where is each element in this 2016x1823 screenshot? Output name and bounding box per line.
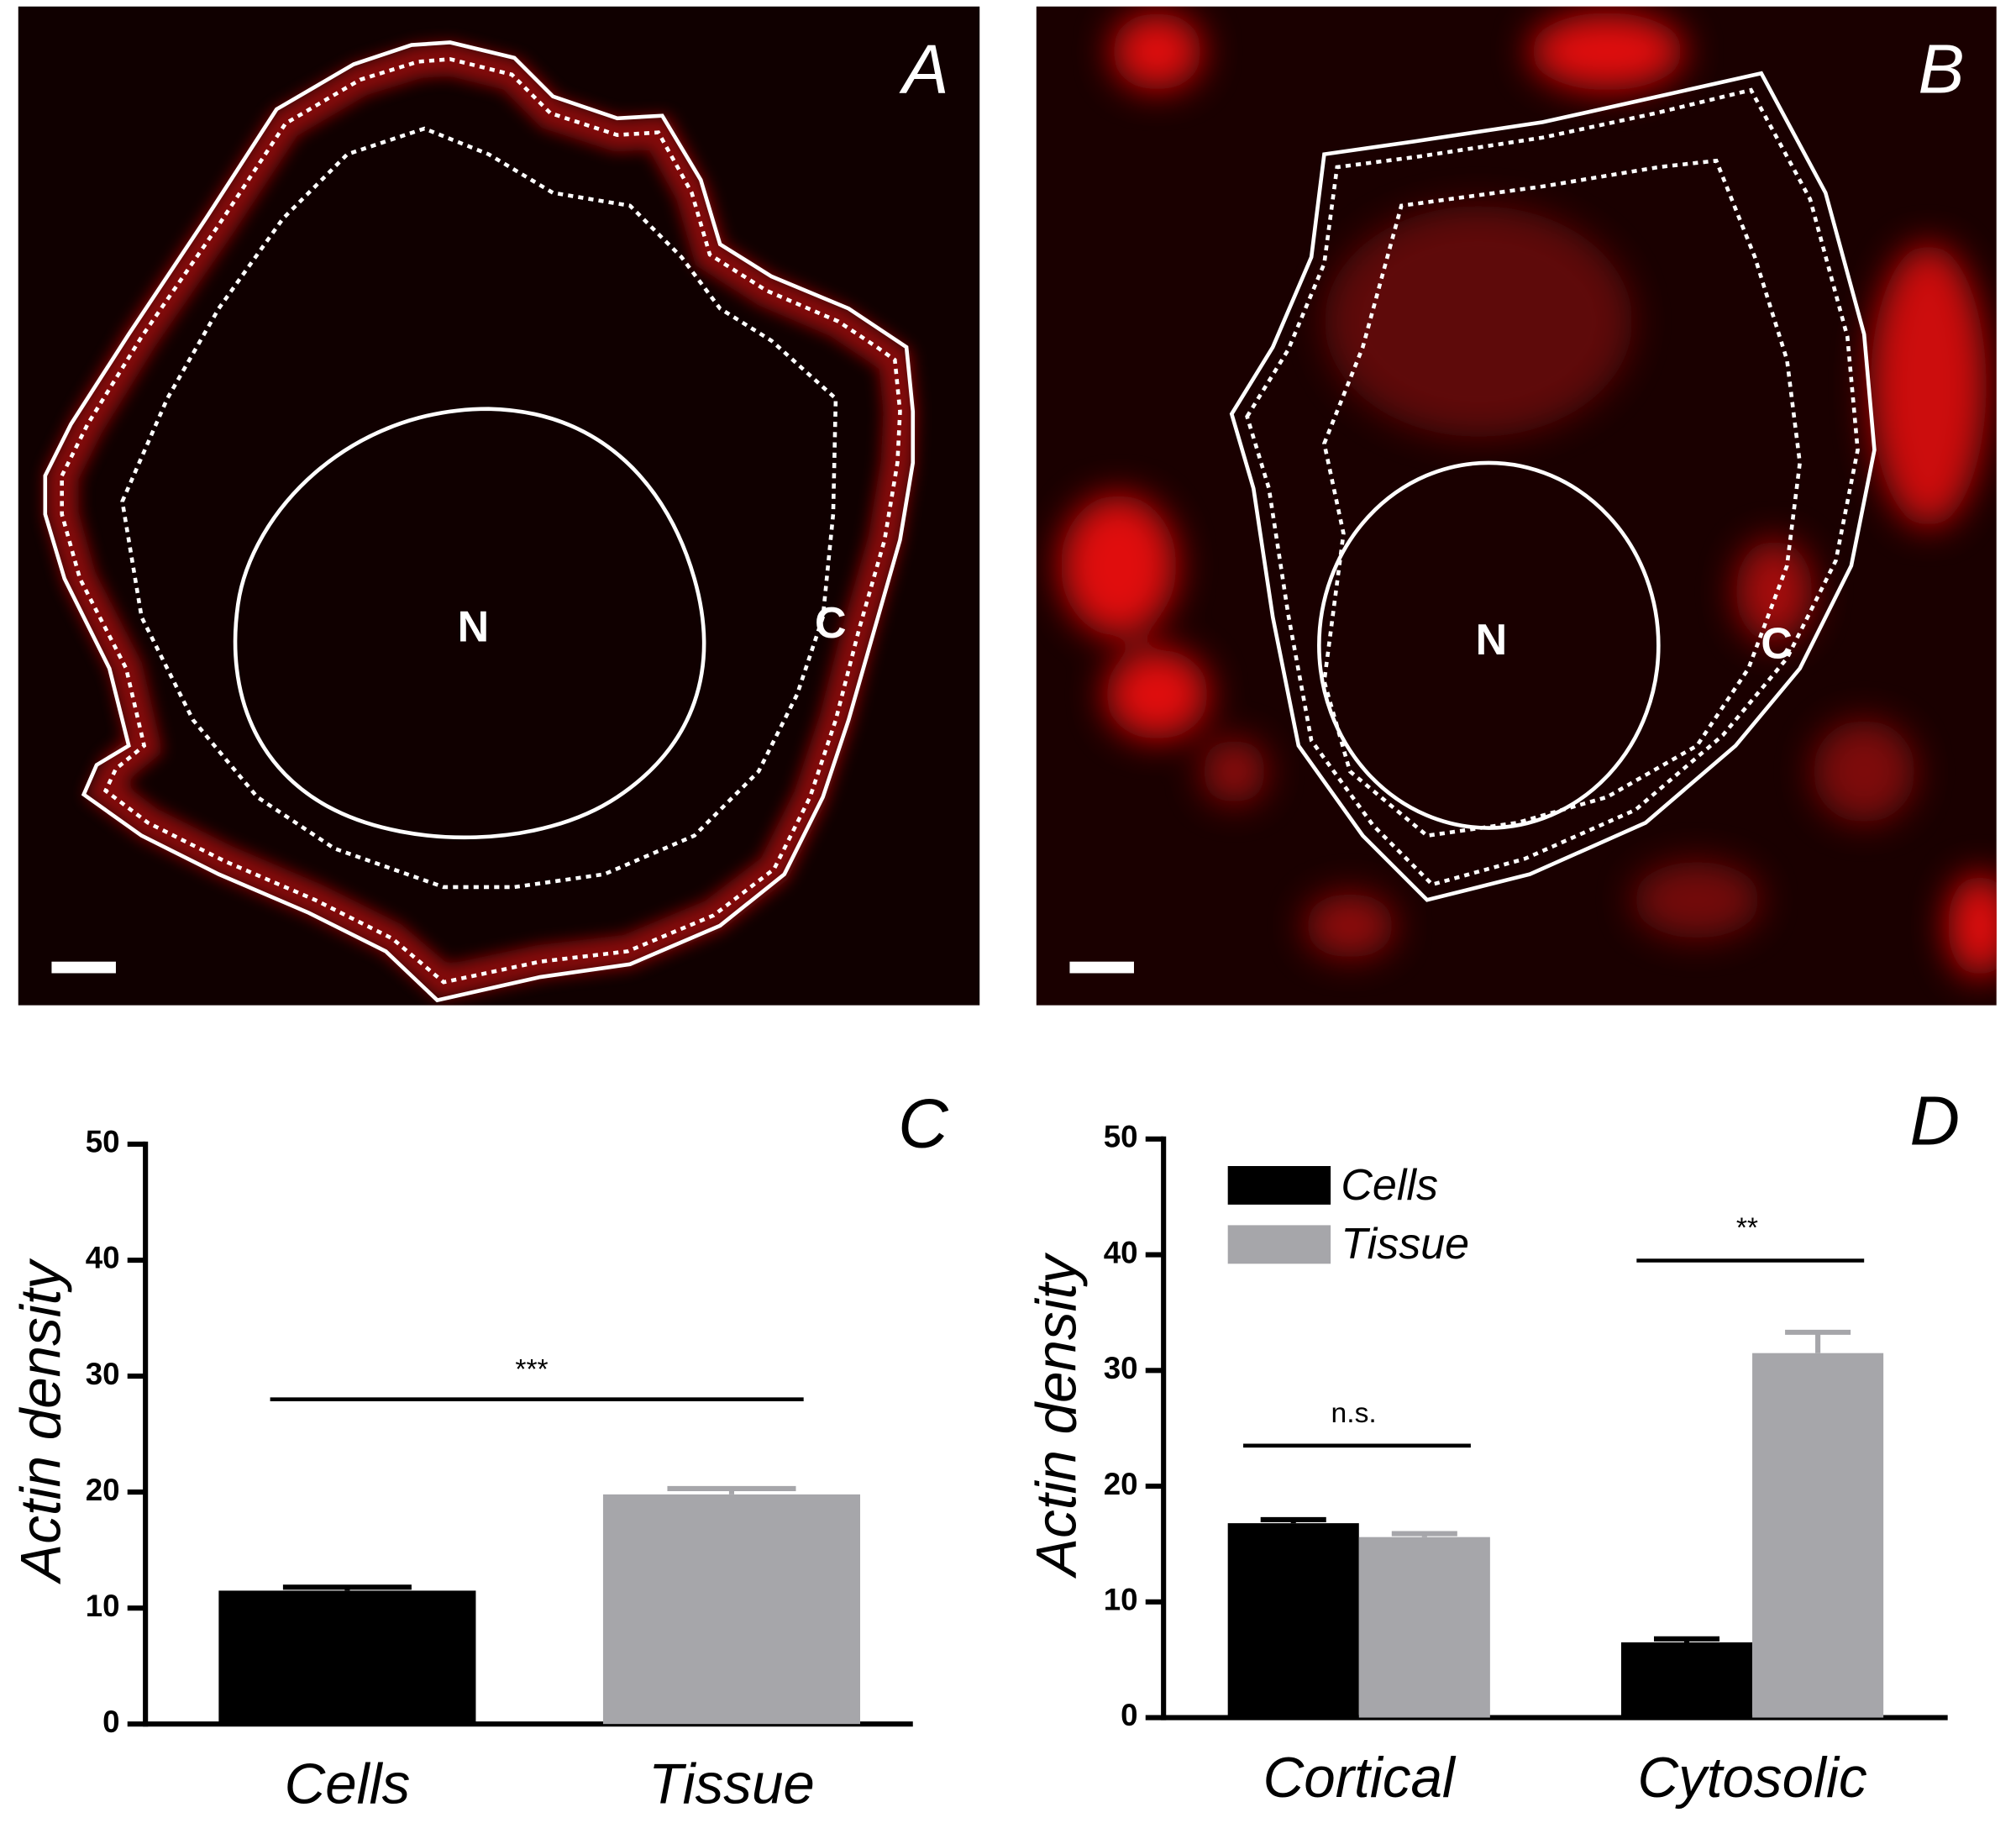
x-tick-label: Cells <box>285 1752 411 1815</box>
cortex-label: C <box>815 599 847 648</box>
error-bar <box>1785 1329 1851 1353</box>
cortex-label: C <box>1761 620 1793 669</box>
y-tick-label: 50 <box>86 1125 120 1159</box>
y-tick-label: 0 <box>102 1705 119 1739</box>
y-axis-label: Actin density <box>1026 1252 1089 1579</box>
y-tick-label: 20 <box>1104 1467 1138 1501</box>
error-bar <box>1260 1516 1326 1524</box>
y-tick-label: 20 <box>86 1473 120 1507</box>
error-bar <box>282 1584 412 1591</box>
bar <box>1620 1642 1753 1718</box>
panel-label: A <box>898 30 948 108</box>
bar <box>1227 1523 1359 1718</box>
legend-swatch <box>1227 1225 1331 1264</box>
error-bar <box>1653 1636 1720 1642</box>
bar <box>1358 1537 1490 1718</box>
bar <box>218 1590 476 1725</box>
legend-label: Cells <box>1341 1161 1438 1210</box>
y-axis-label: Actin density <box>10 1258 73 1585</box>
y-tick-label: 10 <box>1104 1582 1138 1616</box>
legend-swatch <box>1227 1166 1331 1205</box>
y-tick-label: 10 <box>86 1589 120 1623</box>
y-tick-label: 30 <box>86 1357 120 1391</box>
y-tick-label: 0 <box>1121 1698 1137 1732</box>
x-tick-label: Cytosolic <box>1637 1747 1866 1810</box>
y-tick-label: 40 <box>86 1241 120 1275</box>
panel-label: B <box>1918 30 1964 108</box>
significance-label: n.s. <box>1331 1398 1377 1429</box>
micrograph-a <box>18 6 980 1006</box>
panel-label: C <box>898 1084 949 1162</box>
error-bar <box>667 1485 796 1495</box>
y-tick-label: 50 <box>1104 1120 1138 1154</box>
nucleus-label: N <box>458 603 490 652</box>
y-tick-label: 30 <box>1104 1351 1138 1385</box>
y-tick-label: 40 <box>1104 1235 1138 1269</box>
bar <box>602 1494 861 1725</box>
micrograph-b <box>1036 6 1997 1006</box>
legend-label: Tissue <box>1341 1220 1469 1269</box>
x-tick-label: Tissue <box>648 1752 815 1815</box>
nucleus-label: N <box>1476 616 1508 665</box>
error-bar <box>1391 1531 1457 1537</box>
significance-label: ** <box>1736 1213 1758 1244</box>
bar <box>1752 1353 1884 1718</box>
panel-label: D <box>1910 1081 1961 1159</box>
significance-label: *** <box>515 1354 548 1385</box>
x-tick-label: Cortical <box>1263 1747 1457 1810</box>
